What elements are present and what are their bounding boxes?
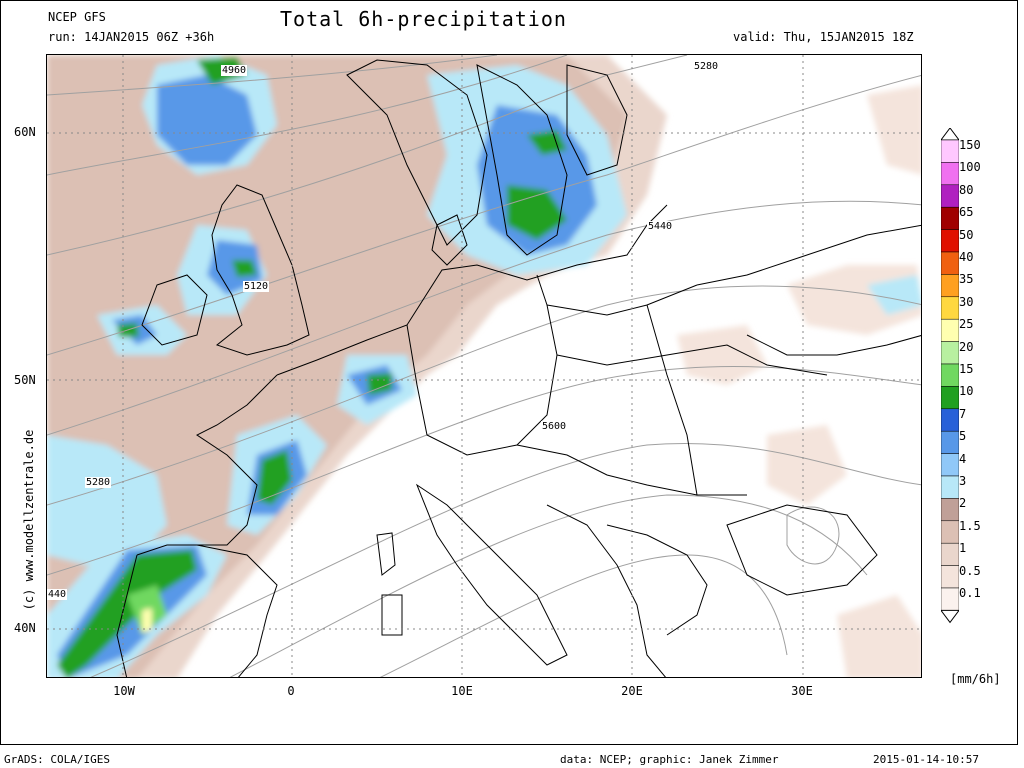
legend-arrow-top xyxy=(941,128,959,141)
legend-swatch xyxy=(941,162,959,186)
legend-value-label: 1.5 xyxy=(959,518,981,533)
legend-colorbar xyxy=(941,128,959,624)
legend-value-label: 2 xyxy=(959,496,967,511)
legend-value-label: 40 xyxy=(959,250,974,264)
legend-value-label: 65 xyxy=(959,205,974,220)
legend-swatch xyxy=(941,139,959,163)
legend-value-label: 3 xyxy=(959,474,967,488)
contour-label: 5280 xyxy=(693,61,720,72)
graticule xyxy=(47,55,921,677)
legend-value-label: 7 xyxy=(959,406,967,421)
lat-label: 50N xyxy=(14,373,36,387)
legend-value-label: 4 xyxy=(959,451,967,466)
lon-label: 10E xyxy=(451,684,473,698)
footer-credit: data: NCEP; graphic: Janek Zimmer xyxy=(560,753,779,766)
legend-swatch xyxy=(941,587,959,611)
lat-label: 60N xyxy=(14,125,36,139)
copyright-text: (c) www.modellzentrale.de xyxy=(22,429,36,611)
legend-swatch xyxy=(941,386,959,410)
legend-swatch xyxy=(941,274,959,298)
contour-label: 5600 xyxy=(541,421,568,432)
legend-value-label: 50 xyxy=(959,227,974,242)
precipitation-map: 4960 5280 5440 5120 5600 5280 440 xyxy=(46,54,922,678)
lat-label: 40N xyxy=(14,621,36,635)
legend-swatch xyxy=(941,430,959,454)
legend-value-label: 25 xyxy=(959,317,974,332)
map-canvas xyxy=(47,55,921,677)
legend-swatch xyxy=(941,341,959,365)
legend-swatch xyxy=(941,453,959,477)
lon-label: 0 xyxy=(287,684,295,698)
contour-label: 5280 xyxy=(85,477,112,488)
contour-label: 440 xyxy=(47,589,68,600)
legend-swatch xyxy=(941,206,959,230)
geopotential-contours xyxy=(47,55,921,677)
legend-swatch xyxy=(941,565,959,589)
lon-label: 30E xyxy=(791,684,813,698)
legend-value-label: 150 xyxy=(959,138,981,152)
chart-title: Total 6h-precipitation xyxy=(280,7,567,31)
figure-frame xyxy=(0,0,1018,745)
legend-value-label: 10 xyxy=(959,384,974,399)
legend-arrow-bottom xyxy=(941,609,959,624)
legend-swatch xyxy=(941,542,959,566)
footer-grads: GrADS: COLA/IGES xyxy=(4,753,110,766)
run-info: run: 14JAN2015 06Z +36h xyxy=(48,30,215,44)
precip-field xyxy=(47,55,921,677)
legend-value-label: 35 xyxy=(959,272,974,287)
legend-value-label: 0.5 xyxy=(959,563,981,578)
legend-swatch xyxy=(941,363,959,387)
legend-swatch xyxy=(941,251,959,275)
legend-value-label: 80 xyxy=(959,182,974,197)
lon-label: 20E xyxy=(621,684,643,698)
model-name: NCEP GFS xyxy=(48,10,106,24)
contour-label: 5120 xyxy=(243,281,270,292)
legend-value-label: 15 xyxy=(959,362,974,376)
valid-time: valid: Thu, 15JAN2015 18Z xyxy=(733,30,914,44)
legend-value-label: 20 xyxy=(959,339,974,354)
contour-label: 5440 xyxy=(647,221,674,232)
legend-value-label: 5 xyxy=(959,429,967,444)
legend-value-label: 1 xyxy=(959,541,967,556)
legend-swatch xyxy=(941,229,959,253)
legend-swatch xyxy=(941,498,959,522)
legend-value-label: 0.1 xyxy=(959,586,981,600)
contour-label: 4960 xyxy=(221,65,248,76)
legend-swatch xyxy=(941,296,959,320)
legend-swatch xyxy=(941,318,959,342)
legend-value-label: 30 xyxy=(959,294,974,309)
legend-swatch xyxy=(941,475,959,499)
footer-timestamp: 2015-01-14-10:57 xyxy=(873,753,979,766)
legend-swatch xyxy=(941,184,959,208)
legend-swatch xyxy=(941,408,959,432)
legend-units: [mm/6h] xyxy=(950,672,1001,686)
legend-swatch xyxy=(941,520,959,544)
legend-value-label: 100 xyxy=(959,160,981,175)
coastlines xyxy=(116,59,921,677)
lon-label: 10W xyxy=(113,684,135,698)
